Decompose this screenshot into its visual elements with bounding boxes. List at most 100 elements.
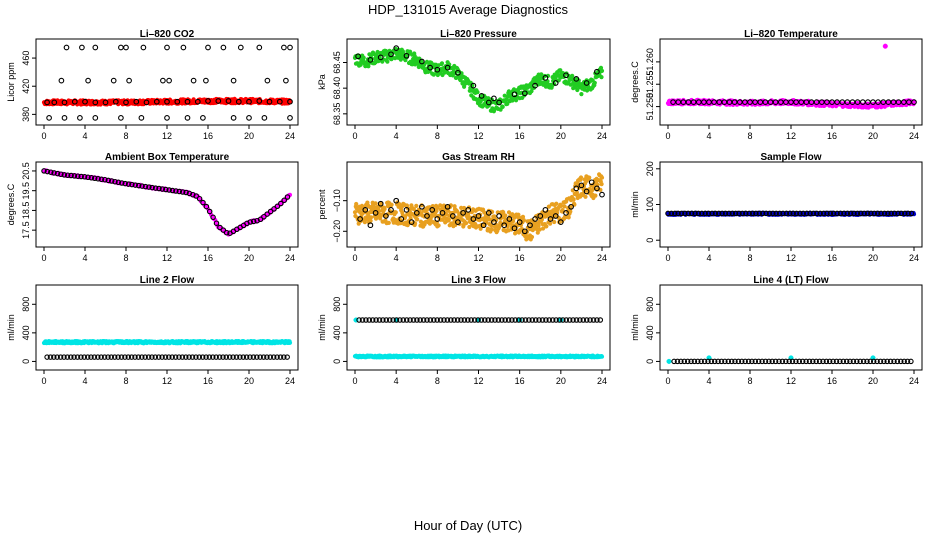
data-point	[92, 44, 99, 51]
series-pressure-filled	[352, 46, 605, 114]
data-point	[256, 98, 263, 104]
data-point	[566, 215, 571, 220]
y-tick-label: 400	[645, 325, 655, 340]
y-tick-label: 17.5	[21, 221, 31, 239]
y-tick-label: 200	[645, 161, 655, 176]
series-line2-filled	[41, 339, 293, 346]
data-point	[108, 178, 115, 184]
data-point	[731, 99, 738, 105]
data-point	[368, 218, 373, 223]
data-point	[362, 220, 367, 225]
y-tick-label: 19.5	[21, 182, 31, 200]
x-tick-label: 8	[123, 376, 128, 386]
data-point	[599, 354, 605, 359]
data-point	[408, 49, 413, 54]
data-point	[276, 98, 283, 105]
data-point	[267, 208, 274, 215]
y-tick-label: 0	[645, 238, 655, 243]
data-point	[373, 216, 379, 221]
y-tick-label: 18.5	[21, 202, 31, 220]
data-point	[225, 98, 232, 104]
data-point	[772, 99, 779, 105]
data-point	[118, 44, 124, 51]
x-tick-label: 0	[41, 253, 46, 263]
data-point	[427, 64, 433, 71]
data-point	[281, 44, 287, 51]
series-pressure-open	[355, 45, 600, 106]
data-point	[223, 229, 230, 236]
data-point	[44, 168, 51, 175]
data-point	[112, 178, 118, 185]
data-point	[264, 77, 271, 84]
data-point	[235, 98, 242, 105]
data-point	[237, 44, 244, 51]
y-tick-label: 0	[645, 359, 655, 364]
x-tick-label: 4	[706, 376, 711, 386]
x-tick-label: 16	[203, 131, 213, 141]
series-litemp-outlier	[882, 43, 888, 49]
panel-title-line2: Line 2 Flow	[140, 275, 195, 286]
data-point	[287, 340, 293, 345]
data-point	[398, 57, 403, 62]
y-axis-label-line3: ml/min	[317, 314, 327, 341]
x-tick-label: 20	[868, 253, 878, 263]
panel-title-sampleflow: Sample Flow	[760, 152, 821, 163]
y-tick-label: 20.5	[21, 162, 31, 180]
data-point	[205, 98, 211, 104]
data-point	[184, 115, 191, 121]
data-point	[68, 172, 74, 179]
data-point	[220, 44, 227, 51]
data-point	[455, 69, 461, 76]
x-tick-label: 0	[41, 376, 46, 386]
y-tick-label: 51.250	[645, 93, 655, 121]
data-point	[563, 72, 569, 79]
data-point	[752, 99, 758, 105]
data-point	[511, 87, 517, 92]
series-boxtemp-open	[41, 168, 291, 236]
data-point	[516, 212, 521, 217]
data-point	[183, 189, 189, 196]
data-point	[126, 77, 132, 84]
data-point	[485, 99, 492, 106]
data-point	[264, 211, 270, 217]
data-point	[514, 98, 519, 103]
series-co2-filled	[41, 96, 293, 107]
x-tick-label: 16	[515, 376, 525, 386]
x-tick-label: 0	[665, 253, 670, 263]
data-point	[834, 99, 840, 105]
x-tick-label: 12	[473, 131, 483, 141]
x-tick-label: 8	[747, 253, 752, 263]
data-point	[164, 98, 170, 105]
series-rh-filled	[352, 172, 605, 242]
data-point	[670, 99, 676, 105]
y-tick-label: 400	[21, 325, 31, 340]
data-point	[369, 215, 374, 220]
data-point	[911, 99, 917, 105]
data-point	[278, 200, 284, 207]
data-point	[511, 91, 518, 98]
x-tick-label: 4	[394, 253, 399, 263]
data-point	[92, 99, 99, 106]
x-tick-label: 16	[203, 253, 213, 263]
data-point	[439, 61, 445, 66]
x-tick-label: 24	[909, 376, 919, 386]
data-point	[125, 181, 132, 187]
data-point	[587, 175, 592, 180]
data-point	[578, 175, 584, 180]
data-point	[44, 99, 50, 106]
data-point	[79, 44, 85, 51]
panel-title-litemp: Li–820 Temperature	[744, 29, 838, 40]
data-point	[149, 184, 155, 191]
data-point	[538, 80, 543, 85]
data-point	[592, 80, 597, 85]
data-point	[594, 68, 600, 75]
data-point	[529, 234, 535, 240]
data-point	[163, 186, 169, 193]
data-point	[431, 72, 436, 77]
data-point	[82, 98, 88, 105]
data-point	[287, 115, 293, 121]
x-tick-label: 12	[786, 376, 796, 386]
data-point	[122, 180, 128, 187]
data-point	[882, 43, 888, 49]
